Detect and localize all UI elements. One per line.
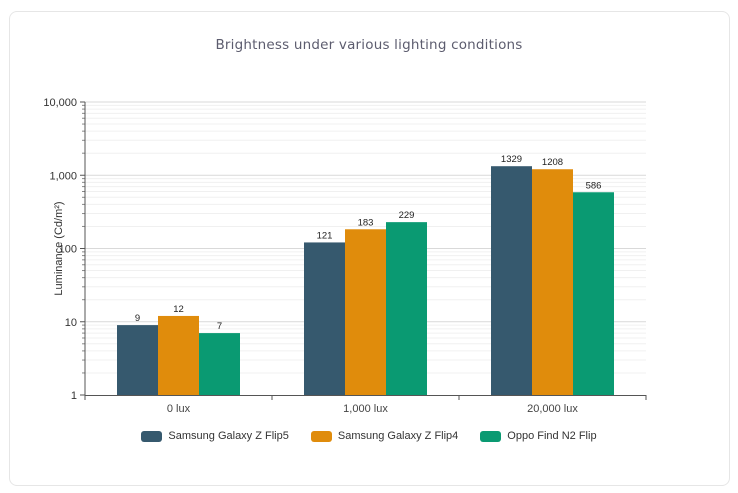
x-tick-label: 1,000 lux — [343, 403, 388, 415]
legend-label: Oppo Find N2 Flip — [507, 430, 597, 442]
data-label: 229 — [399, 210, 415, 221]
data-label: 586 — [586, 180, 602, 191]
y-tick-label: 1,000 — [49, 170, 77, 182]
bar — [158, 315, 199, 395]
bar — [532, 169, 573, 395]
data-label: 121 — [317, 230, 333, 241]
bar — [117, 325, 158, 395]
bar — [386, 222, 427, 395]
y-axis-label: Luminance (Cd/m²) — [53, 201, 65, 295]
legend-item[interactable]: Samsung Galaxy Z Flip5 — [141, 430, 289, 442]
bar — [304, 242, 345, 395]
bar — [573, 192, 614, 395]
y-tick-label: 1 — [71, 390, 77, 402]
bar — [345, 229, 386, 395]
x-tick-label: 0 lux — [167, 403, 191, 415]
legend-item[interactable]: Oppo Find N2 Flip — [480, 430, 597, 442]
bar — [491, 166, 532, 395]
bar — [199, 333, 240, 395]
y-tick-label: 10,000 — [43, 97, 77, 109]
data-label: 12 — [173, 304, 184, 315]
legend-swatch — [480, 430, 502, 442]
data-label: 183 — [358, 217, 374, 228]
y-tick-label: 10 — [65, 317, 77, 329]
x-tick-label: 20,000 lux — [527, 403, 578, 415]
legend-item[interactable]: Samsung Galaxy Z Flip4 — [310, 430, 459, 442]
y-tick-label: 100 — [59, 244, 77, 256]
legend-swatch — [310, 430, 332, 442]
legend-label: Samsung Galaxy Z Flip4 — [337, 430, 459, 442]
chart-title: Brightness under various lighting condit… — [215, 37, 523, 53]
data-label: 1329 — [501, 154, 522, 165]
data-label: 7 — [217, 321, 222, 332]
legend-swatch — [141, 430, 163, 442]
chart-legend: Samsung Galaxy Z Flip5 Samsung Galaxy Z F… — [0, 430, 738, 442]
legend-label: Samsung Galaxy Z Flip5 — [168, 430, 289, 442]
data-label: 9 — [135, 313, 140, 324]
data-label: 1208 — [542, 157, 563, 168]
